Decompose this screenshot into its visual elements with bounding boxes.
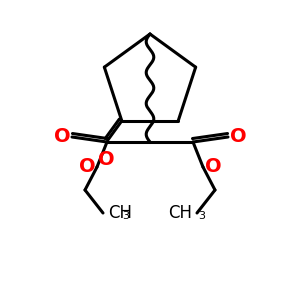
Text: CH: CH — [108, 204, 132, 222]
Text: O: O — [230, 128, 246, 146]
Text: 3: 3 — [198, 211, 205, 221]
Text: CH: CH — [168, 204, 192, 222]
Text: O: O — [79, 158, 95, 176]
Text: O: O — [98, 150, 115, 169]
Text: O: O — [54, 128, 70, 146]
Text: O: O — [205, 158, 221, 176]
Text: 3: 3 — [122, 211, 129, 221]
